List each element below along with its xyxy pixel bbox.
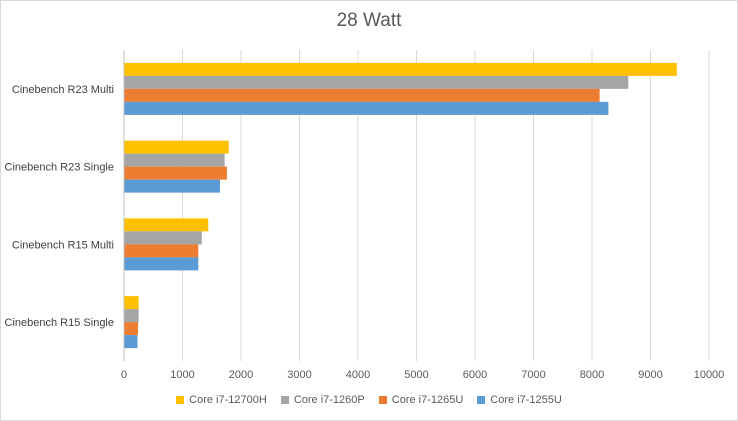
legend-swatch	[176, 396, 185, 404]
chart-legend: Core i7-12700H Core i7-1260P Core i7-1265U…	[0, 394, 738, 406]
bar	[124, 257, 199, 271]
x-tick-label: 0	[121, 369, 127, 381]
bar	[124, 218, 209, 232]
legend-swatch	[477, 396, 486, 404]
x-tick-label: 3000	[287, 369, 311, 381]
bar	[124, 101, 609, 115]
x-tick-label: 7000	[521, 369, 545, 381]
bar	[124, 231, 202, 245]
category-label: Cinebench R23 Multi	[12, 84, 114, 96]
bar	[124, 335, 138, 349]
legend-item: Core i7-1255U	[477, 394, 562, 406]
category-label: Cinebench R15 Multi	[12, 239, 114, 251]
legend-label: Core i7-12700H	[189, 394, 267, 406]
bar	[124, 244, 199, 258]
category-label: Cinebench R15 Single	[5, 317, 114, 329]
chart-title: 28 Watt	[336, 10, 402, 31]
bar	[124, 322, 139, 336]
legend-label: Core i7-1265U	[391, 394, 464, 406]
bar	[124, 88, 600, 102]
legend-item: Core i7-1260P	[280, 394, 365, 406]
bar	[124, 75, 629, 89]
x-tick-label: 10000	[694, 369, 725, 381]
legend-swatch	[378, 396, 387, 404]
x-tick-label: 4000	[346, 369, 370, 381]
bar	[124, 140, 229, 154]
x-tick-label: 9000	[638, 369, 662, 381]
bar	[124, 309, 139, 323]
legend-item: Core i7-12700H	[176, 394, 267, 406]
bar	[124, 153, 225, 167]
x-tick-label: 2000	[229, 369, 253, 381]
legend-item: Core i7-1265U	[378, 394, 464, 406]
x-tick-label: 6000	[463, 369, 487, 381]
bar	[124, 62, 677, 76]
bar	[124, 296, 139, 310]
x-tick-label: 8000	[580, 369, 604, 381]
legend-swatch	[280, 396, 289, 404]
bar	[124, 166, 227, 180]
legend-label: Core i7-1260P	[293, 394, 365, 406]
legend-label: Core i7-1255U	[490, 394, 562, 406]
x-tick-label: 1000	[170, 369, 194, 381]
x-tick-label: 5000	[404, 369, 428, 381]
category-label: Cinebench R23 Single	[5, 162, 114, 174]
bar	[124, 179, 220, 193]
